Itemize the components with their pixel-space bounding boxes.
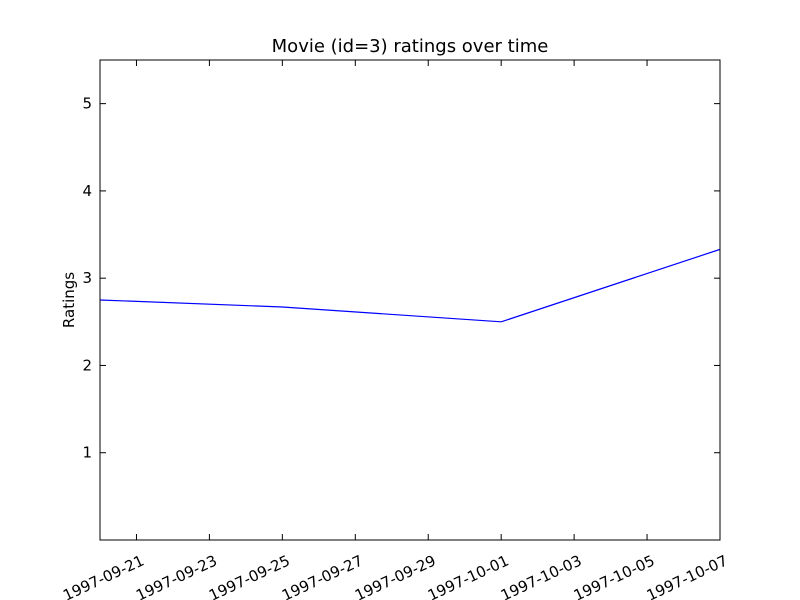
plot-area [99, 248, 721, 323]
x-tick-label: 1997-09-25 [206, 551, 293, 600]
series-line-0 [99, 248, 721, 323]
chart-title: Movie (id=3) ratings over time [272, 36, 549, 57]
x-tick-label: 1997-09-23 [133, 551, 220, 600]
x-tick-label: 1997-10-03 [498, 551, 585, 600]
plot-frame [99, 59, 721, 541]
x-tick-label: 1997-10-01 [425, 551, 512, 600]
axes: 123451997-09-211997-09-231997-09-251997-… [60, 59, 731, 600]
x-tick-label: 1997-09-21 [60, 551, 147, 600]
y-tick-label: 4 [82, 182, 92, 200]
x-tick-label: 1997-10-05 [571, 551, 658, 600]
x-tick-label: 1997-09-29 [352, 551, 439, 600]
y-tick-label: 5 [82, 95, 92, 113]
y-tick-label: 2 [82, 356, 92, 374]
y-tick-label: 3 [82, 269, 92, 287]
x-tick-label: 1997-10-07 [644, 551, 731, 600]
x-tick-label: 1997-09-27 [279, 551, 366, 600]
y-axis-label: Ratings [60, 272, 78, 328]
y-tick-label: 1 [82, 444, 92, 462]
